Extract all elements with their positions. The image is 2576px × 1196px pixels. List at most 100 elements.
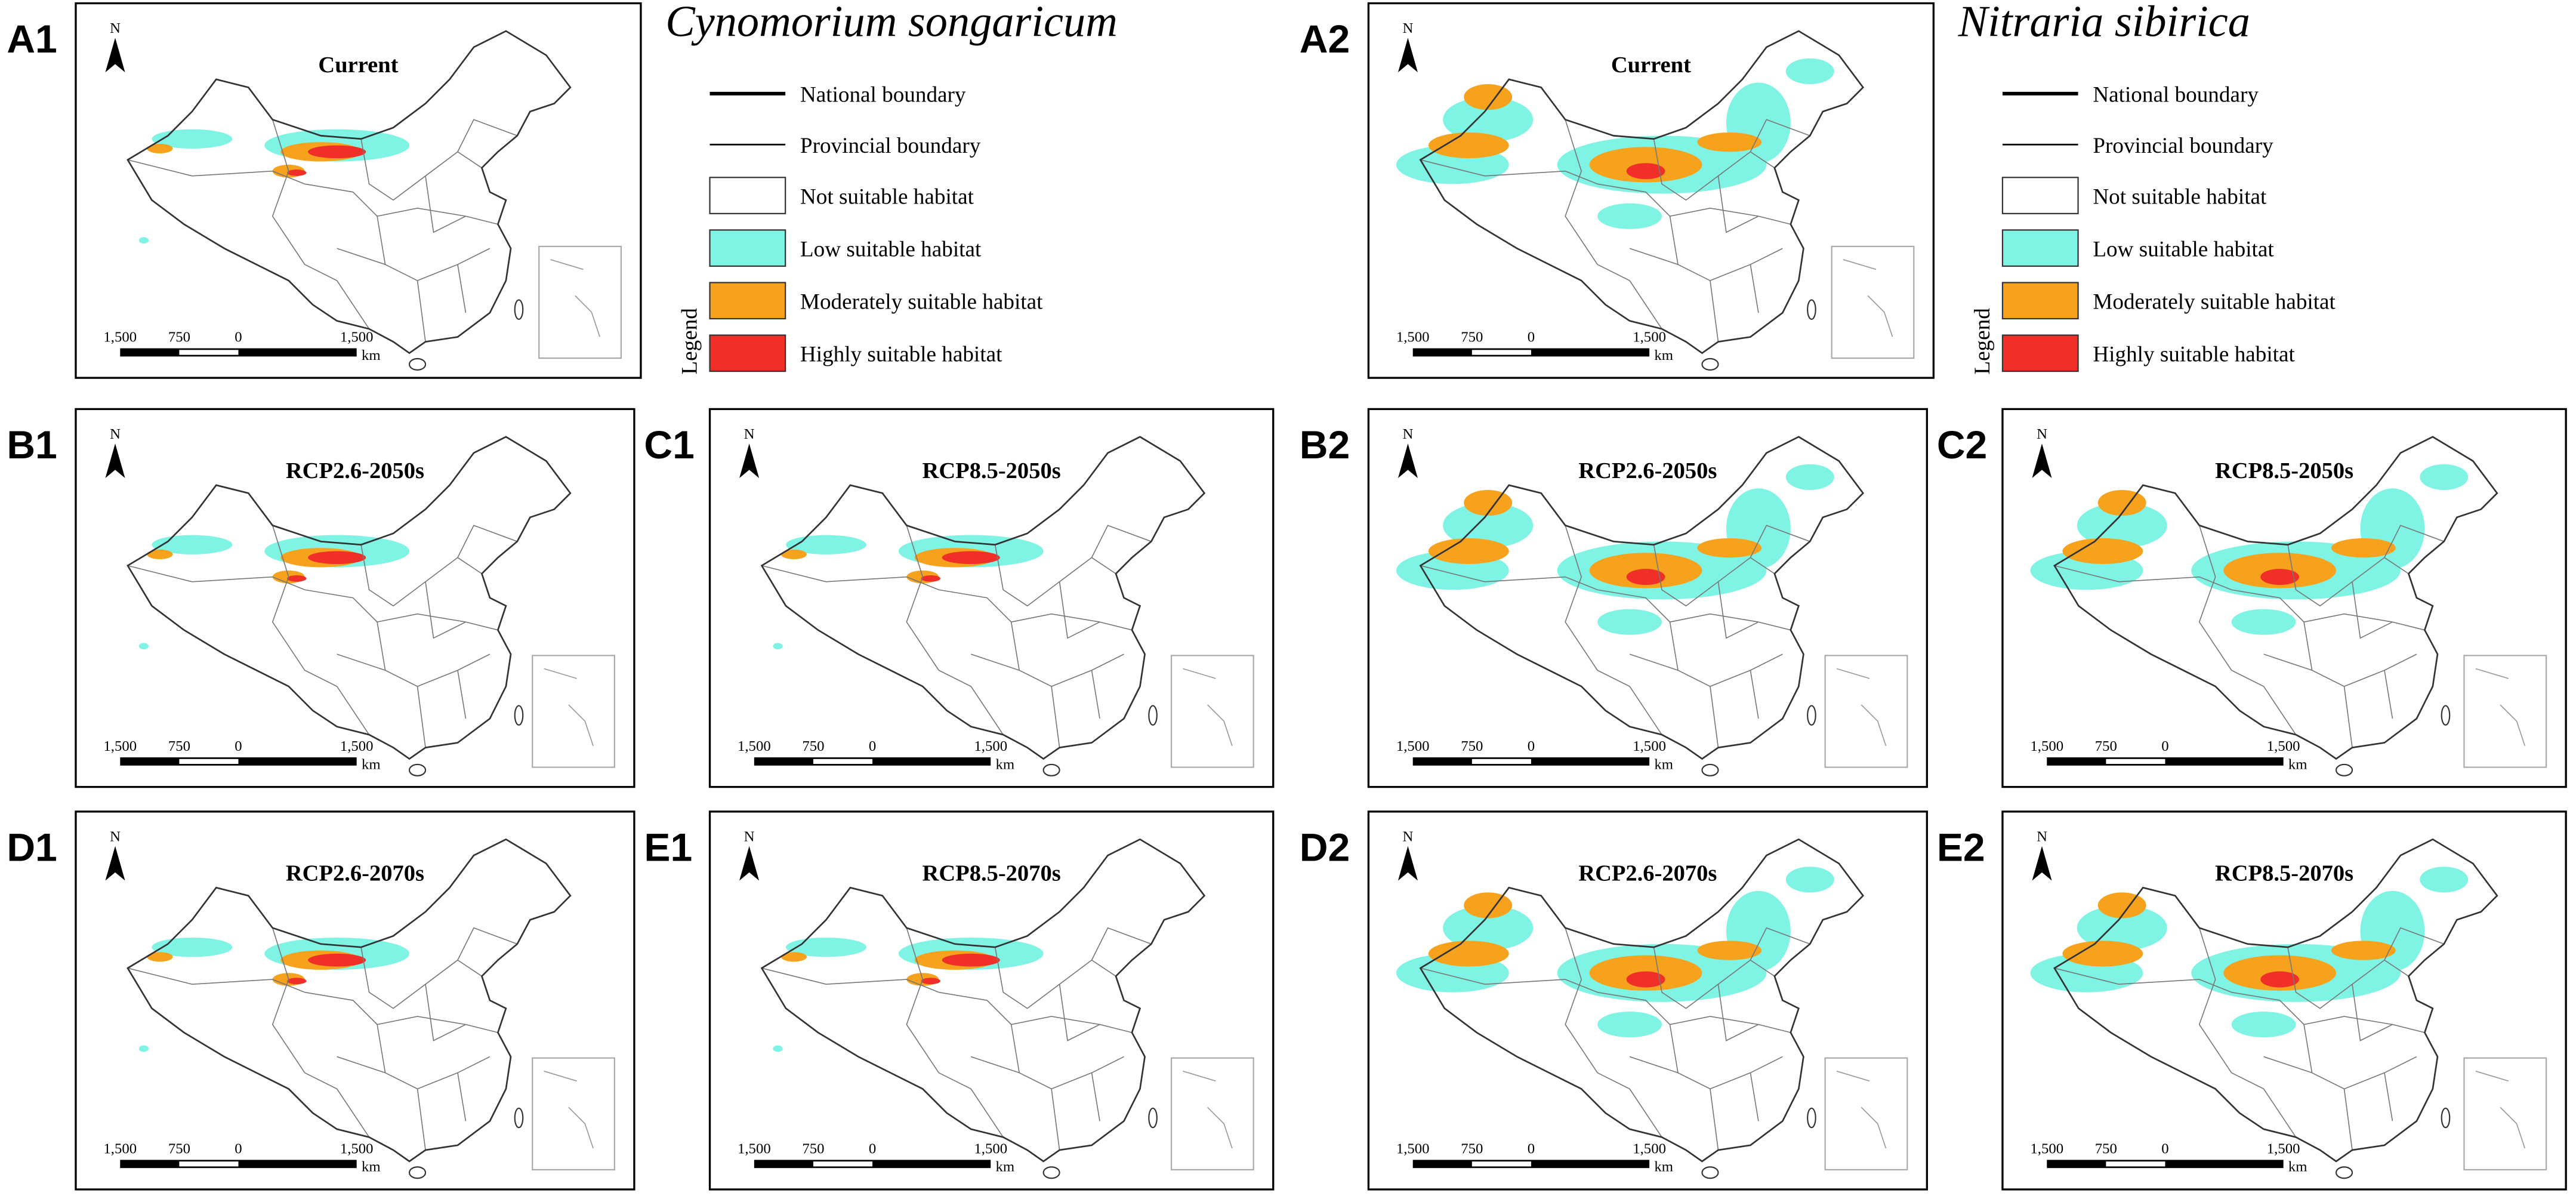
provincial-boundary (1059, 984, 1133, 1041)
habitat-area (942, 551, 1000, 565)
scale-label: 0 (869, 1140, 876, 1157)
provincial-boundary (304, 264, 370, 329)
national-boundary (1419, 436, 1865, 760)
legend-item: Low suitable habitat (800, 237, 982, 261)
legend-swatch (709, 282, 786, 320)
habitat-area (308, 953, 366, 967)
provincial-boundary (457, 119, 518, 152)
legend-item: Provincial boundary (2093, 134, 2273, 158)
provincial-boundary (1597, 1072, 1662, 1138)
provincial-boundary (1629, 1056, 1679, 1074)
habitat-area (1785, 58, 1834, 85)
scale-unit: km (996, 756, 1015, 772)
species-title: Nitraria sibirica (1958, 0, 2250, 47)
island (1807, 1107, 1816, 1129)
habitat-area (308, 145, 366, 159)
habitat-area (1626, 569, 1665, 585)
provincial-boundary (457, 525, 518, 558)
scale-label: 750 (168, 738, 190, 754)
scale-label: 1,500 (974, 738, 1007, 754)
provincial-boundary (1750, 525, 1810, 558)
provincial-boundary (2287, 544, 2409, 607)
island (408, 763, 427, 776)
legend-title: Legend (1970, 308, 1995, 375)
scale-label: 1,500 (974, 1140, 1007, 1157)
scale-label: 1,500 (103, 329, 137, 346)
provincial-boundary (304, 991, 466, 1025)
scale-label: 0 (1528, 738, 1535, 754)
provincial-boundary (457, 264, 467, 313)
country-fill (127, 31, 570, 353)
provincial-boundary (304, 589, 466, 623)
map (127, 30, 572, 371)
national-boundary (760, 838, 1206, 1163)
provincial-boundary (1420, 967, 1598, 993)
scale-bar-white (1471, 350, 1531, 355)
north-arrow (1397, 38, 1418, 73)
provincial-boundary (417, 280, 426, 342)
north-arrow (2032, 846, 2052, 881)
provincial-boundary (1750, 1072, 1759, 1121)
national-boundary (2053, 436, 2498, 760)
north-label: N (1403, 20, 1414, 36)
panel-label: B1 (7, 423, 57, 467)
island (1701, 763, 1719, 776)
habitat-area (942, 953, 1000, 967)
island (1042, 1166, 1060, 1179)
national-boundary (1419, 838, 1865, 1163)
scale-label: 750 (168, 329, 190, 346)
map-panel: RCP2.6-2070s N 1,500 750 0 1,500 km (75, 810, 635, 1191)
provincial-boundary (938, 670, 1004, 735)
panel-title: Current (1611, 53, 1691, 78)
habitat-area (1785, 464, 1834, 490)
provincial-boundary (1710, 686, 1719, 748)
provincial-boundary (1717, 984, 1791, 1041)
island (514, 705, 524, 726)
provincial-boundary (2343, 686, 2353, 748)
provincial-boundary (2384, 670, 2393, 719)
scale-unit: km (362, 1159, 381, 1175)
provincial-boundary (1597, 670, 1662, 735)
provincial-boundary (1051, 1089, 1060, 1151)
scale-label: 750 (2095, 1140, 2117, 1157)
habitat-area (152, 129, 233, 149)
habitat-area (921, 575, 940, 582)
habitat-area (2062, 941, 2143, 967)
legend-item: Not suitable habitat (800, 184, 974, 209)
habitat-area (147, 143, 173, 154)
panel-label: D2 (1300, 825, 1350, 869)
legend-item: Provincial boundary (800, 134, 981, 158)
scale-label: 1,500 (103, 738, 137, 754)
scale-label: 0 (2161, 1140, 2168, 1157)
provincial-boundary (1051, 686, 1060, 748)
provincial-boundary (2054, 967, 2232, 993)
inset-map (1836, 668, 1887, 747)
inset-map (1836, 1071, 1887, 1149)
habitat-area (1597, 1012, 1662, 1038)
scale-unit: km (362, 347, 381, 363)
panel-title: Current (318, 53, 398, 78)
north-label: N (110, 426, 121, 442)
habitat-area (1697, 941, 1762, 960)
legend-item: Moderately suitable habitat (2093, 290, 2336, 315)
panel-label: E1 (644, 825, 692, 869)
national-boundary (2053, 838, 2498, 1163)
island (1701, 357, 1719, 371)
provincial-boundary (1010, 622, 1124, 687)
habitat-area (773, 1045, 783, 1052)
provincial-boundary (1091, 927, 1152, 961)
inset-frame (1170, 655, 1254, 768)
inset-map (1183, 1071, 1233, 1149)
provincial-boundary (272, 525, 306, 671)
provincial-boundary (272, 927, 306, 1073)
scale-bar-white (179, 350, 239, 355)
scale-label: 0 (869, 738, 876, 754)
provincial-boundary (1750, 264, 1759, 313)
north-label: N (744, 426, 755, 442)
panel-label: C2 (1937, 423, 1987, 467)
habitat-area (2260, 971, 2299, 988)
inset-frame (1170, 1057, 1254, 1171)
provincial-boundary (1597, 264, 1662, 329)
map (2030, 838, 2498, 1179)
provincial-boundary (1750, 927, 1810, 961)
